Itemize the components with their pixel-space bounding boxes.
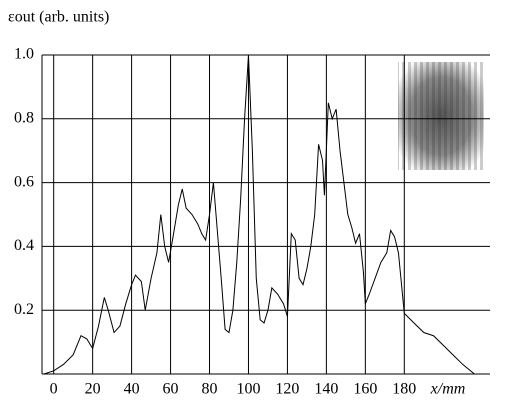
x-tick-label: 140 bbox=[314, 381, 338, 398]
y-tick-label: 0.4 bbox=[14, 237, 34, 254]
y-tick-label: 0.2 bbox=[14, 301, 34, 318]
x-tick-label: 120 bbox=[275, 381, 299, 398]
x-tick-label: 80 bbox=[202, 381, 218, 398]
y-tick-label: 0.6 bbox=[14, 173, 34, 190]
x-axis-label: x/mm bbox=[430, 381, 466, 398]
x-tick-label: 180 bbox=[392, 381, 416, 398]
y-axis-label: εout (arb. units) bbox=[8, 9, 109, 26]
y-tick-label: 1.0 bbox=[14, 46, 34, 63]
x-tick-label: 60 bbox=[163, 381, 179, 398]
inset-image bbox=[398, 62, 484, 170]
x-tick-label: 160 bbox=[353, 381, 377, 398]
x-tick-label: 100 bbox=[236, 381, 260, 398]
y-tick-label: 0.8 bbox=[14, 109, 34, 126]
x-tick-label: 20 bbox=[85, 381, 101, 398]
x-tick-label: 40 bbox=[124, 381, 140, 398]
data-line bbox=[43, 54, 475, 375]
x-tick-label: 0 bbox=[50, 381, 58, 398]
